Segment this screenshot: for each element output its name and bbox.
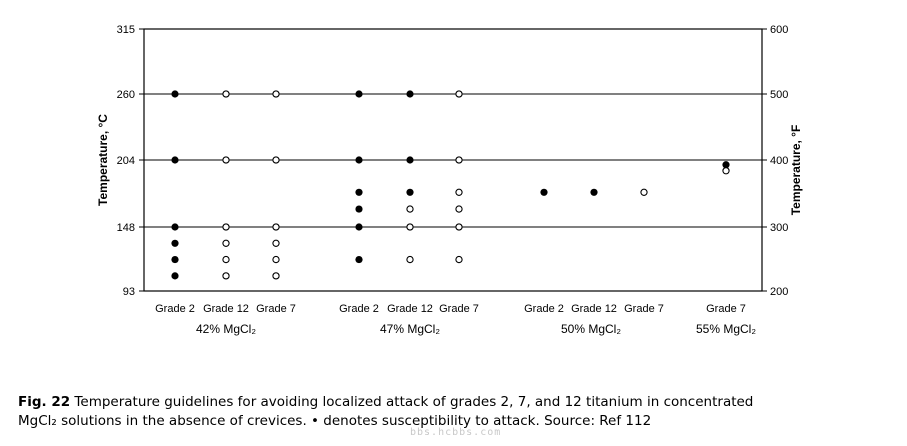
filled-marker — [171, 156, 179, 164]
temperature-guideline-chart: 315 600 260 500 204 400 148 300 93 200 Temperature… — [96, 24, 803, 336]
open-marker — [222, 223, 230, 231]
filled-marker — [171, 255, 179, 264]
right-tick-label: 300 — [770, 222, 788, 234]
caption-fig-label: Fig. 22 — [18, 394, 71, 410]
right-tick-label: 400 — [770, 155, 788, 167]
filled-marker — [355, 156, 363, 164]
right-tick-label: 600 — [770, 24, 788, 36]
category-label: Grade 12 — [571, 303, 617, 315]
filled-marker — [171, 90, 179, 98]
open-marker — [222, 90, 230, 98]
open-marker — [406, 205, 414, 213]
caption-line-1: Fig. 22 Temperature guidelines for avoid… — [18, 393, 898, 412]
left-tick-label: 93 — [123, 286, 135, 298]
filled-marker — [540, 188, 548, 196]
filled-marker — [171, 239, 179, 247]
left-tick-label: 148 — [117, 222, 135, 234]
filled-marker — [355, 205, 363, 213]
category-label: Grade 7 — [439, 303, 479, 315]
category-label: Grade 7 — [624, 303, 664, 315]
chart-markers — [171, 90, 730, 280]
open-marker — [222, 255, 230, 264]
open-marker — [222, 272, 230, 280]
chart-axes — [139, 28, 767, 292]
category-label: Grade 7 — [256, 303, 296, 315]
open-marker — [406, 255, 414, 264]
open-marker — [272, 90, 280, 98]
right-tick-label: 500 — [770, 89, 788, 101]
y-axis-label-left: Temperature, °C — [96, 114, 110, 206]
open-marker — [222, 156, 230, 164]
open-marker — [272, 223, 280, 231]
open-marker — [722, 167, 730, 175]
category-label: Grade 12 — [387, 303, 433, 315]
open-marker — [272, 156, 280, 164]
caption-line-2: MgCl₂ solutions in the absence of crevic… — [18, 413, 652, 429]
filled-marker — [355, 90, 363, 98]
filled-marker — [171, 223, 179, 231]
filled-marker — [355, 188, 363, 196]
left-tick-label: 204 — [117, 155, 135, 167]
open-marker — [406, 223, 414, 231]
left-tick-label: 260 — [117, 89, 135, 101]
filled-marker — [355, 255, 363, 264]
category-label: Grade 2 — [155, 303, 195, 315]
open-marker — [272, 239, 280, 247]
figure-caption: Fig. 22 Temperature guidelines for avoid… — [18, 393, 898, 431]
filled-marker — [406, 188, 414, 196]
filled-marker — [722, 161, 730, 169]
open-marker — [272, 272, 280, 280]
open-marker — [455, 90, 463, 98]
group-label: 55% MgCl₂ — [696, 322, 756, 336]
open-marker — [455, 205, 463, 213]
open-marker — [222, 239, 230, 247]
group-label: 50% MgCl₂ — [561, 322, 621, 336]
y-axis-label-right: Temperature, °F — [789, 125, 803, 216]
filled-marker — [406, 90, 414, 98]
group-label: 42% MgCl₂ — [196, 322, 256, 336]
left-tick-label: 315 — [117, 24, 135, 36]
category-label: Grade 12 — [203, 303, 249, 315]
category-label: Grade 2 — [339, 303, 379, 315]
open-marker — [455, 255, 463, 264]
category-label: Grade 2 — [524, 303, 564, 315]
open-marker — [272, 255, 280, 264]
group-label: 47% MgCl₂ — [380, 322, 440, 336]
chart-labels: 315 600 260 500 204 400 148 300 93 200 Temperature… — [96, 24, 803, 336]
open-marker — [640, 188, 648, 196]
caption-text-1: Temperature guidelines for avoiding loca… — [70, 394, 754, 410]
filled-marker — [355, 223, 363, 231]
filled-marker — [171, 272, 179, 280]
open-marker — [455, 223, 463, 231]
open-marker — [455, 156, 463, 164]
filled-marker — [590, 188, 598, 196]
watermark-text: bbs.hcbbs.com — [410, 427, 502, 438]
filled-marker — [406, 156, 414, 164]
right-tick-label: 200 — [770, 286, 788, 298]
category-label: Grade 7 — [706, 303, 746, 315]
open-marker — [455, 188, 463, 196]
